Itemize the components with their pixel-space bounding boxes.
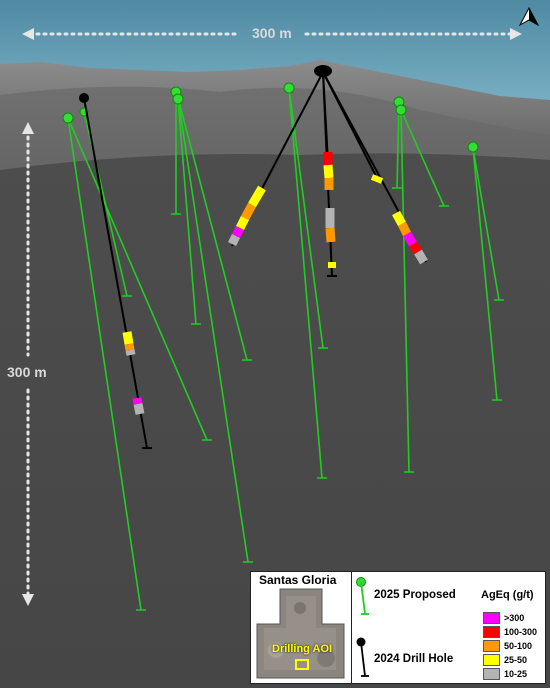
proposed-holes-2025 <box>67 87 504 611</box>
proposed-hole <box>67 117 212 441</box>
proposed-hole <box>288 87 328 349</box>
topography-slope <box>0 86 550 175</box>
legend-panel: Santas Gloria Drilling AOI 2025 Proposed… <box>250 571 546 684</box>
proposed-hole <box>177 97 253 563</box>
grade-swatch <box>483 668 500 680</box>
drill-collars <box>79 65 332 103</box>
drill-legend-symbol <box>356 637 369 677</box>
grade-swatch <box>483 612 500 624</box>
grade-swatch <box>483 654 500 666</box>
grade-swatch-label: >300 <box>504 613 525 623</box>
proposed-hole <box>400 109 414 473</box>
proposed-hole <box>171 92 181 215</box>
proposed-collar <box>172 93 184 105</box>
proposed-hole <box>67 117 146 611</box>
vertical-scale-label: 300 m <box>7 364 47 380</box>
drill-collar <box>314 65 332 77</box>
horizontal-scale-label: 300 m <box>252 25 292 41</box>
grade-swatch-label: 100-300 <box>504 627 538 637</box>
proposed-collar <box>467 141 479 153</box>
scale-arrow-up-icon <box>22 122 34 134</box>
proposed-collar <box>62 112 74 124</box>
proposed-hole <box>288 87 327 479</box>
north-arrow-icon <box>518 6 540 27</box>
grade-legend-title: AgEq (g/t) <box>481 589 534 601</box>
grade-swatch <box>483 640 500 652</box>
grade-swatch-label: 10-25 <box>504 669 528 679</box>
drill-legend-label: 2024 Drill Hole <box>374 653 454 665</box>
vertical-scale-bar <box>22 122 34 606</box>
proposed-collars <box>62 82 479 153</box>
proposed-collar <box>283 82 295 94</box>
grade-swatch-label: 50-100 <box>504 641 533 651</box>
drill-collar <box>79 93 89 103</box>
scale-arrow-right-icon <box>510 28 522 40</box>
inset-map-title: Santas Gloria <box>259 573 337 587</box>
aoi-box <box>295 659 309 670</box>
legend-divider <box>351 572 352 683</box>
proposed-hole <box>472 147 504 301</box>
proposed-legend-symbol <box>356 577 369 615</box>
proposed-hole <box>400 109 449 207</box>
proposed-hole <box>472 147 502 401</box>
scale-arrow-left-icon <box>22 28 34 40</box>
horizontal-scale-bar <box>22 28 522 40</box>
inset-location-map <box>256 588 345 680</box>
proposed-hole <box>177 97 201 325</box>
proposed-hole <box>177 97 252 361</box>
grade-swatch-label: 25-50 <box>504 655 528 665</box>
ground-section <box>0 153 550 688</box>
inset-aoi-label: Drilling AOI <box>272 643 333 655</box>
proposed-legend-label: 2025 Proposed <box>374 589 456 601</box>
proposed-collar <box>395 104 407 116</box>
proposed-hole <box>392 101 402 189</box>
drill-hole <box>83 97 152 449</box>
grade-swatch <box>483 626 500 638</box>
grade-intercepts <box>122 152 428 415</box>
scale-arrow-down-icon <box>22 594 34 606</box>
